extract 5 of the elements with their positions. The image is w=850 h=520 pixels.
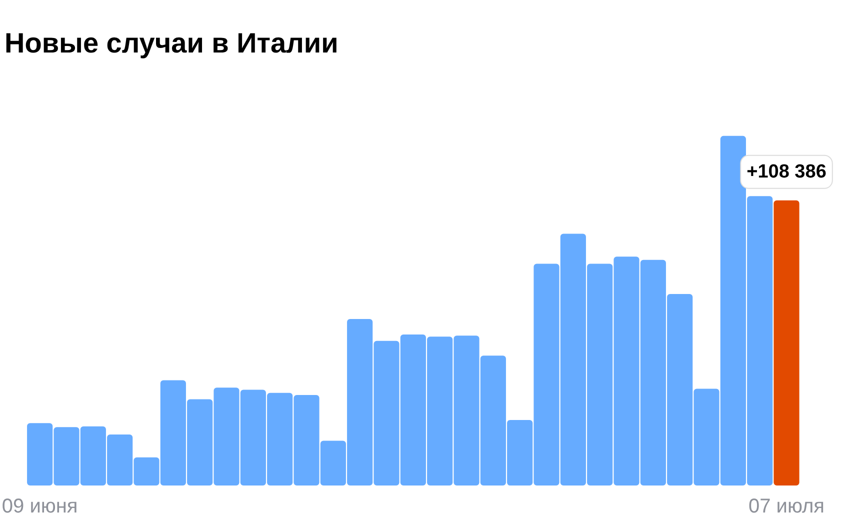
data-label: +108 386 [746,161,826,182]
chart-title: Новые случаи в Италии [4,28,338,58]
bar [774,200,800,486]
x-tick-label: 09 июня [2,496,78,518]
x-tick-label: 07 июля [748,496,825,518]
